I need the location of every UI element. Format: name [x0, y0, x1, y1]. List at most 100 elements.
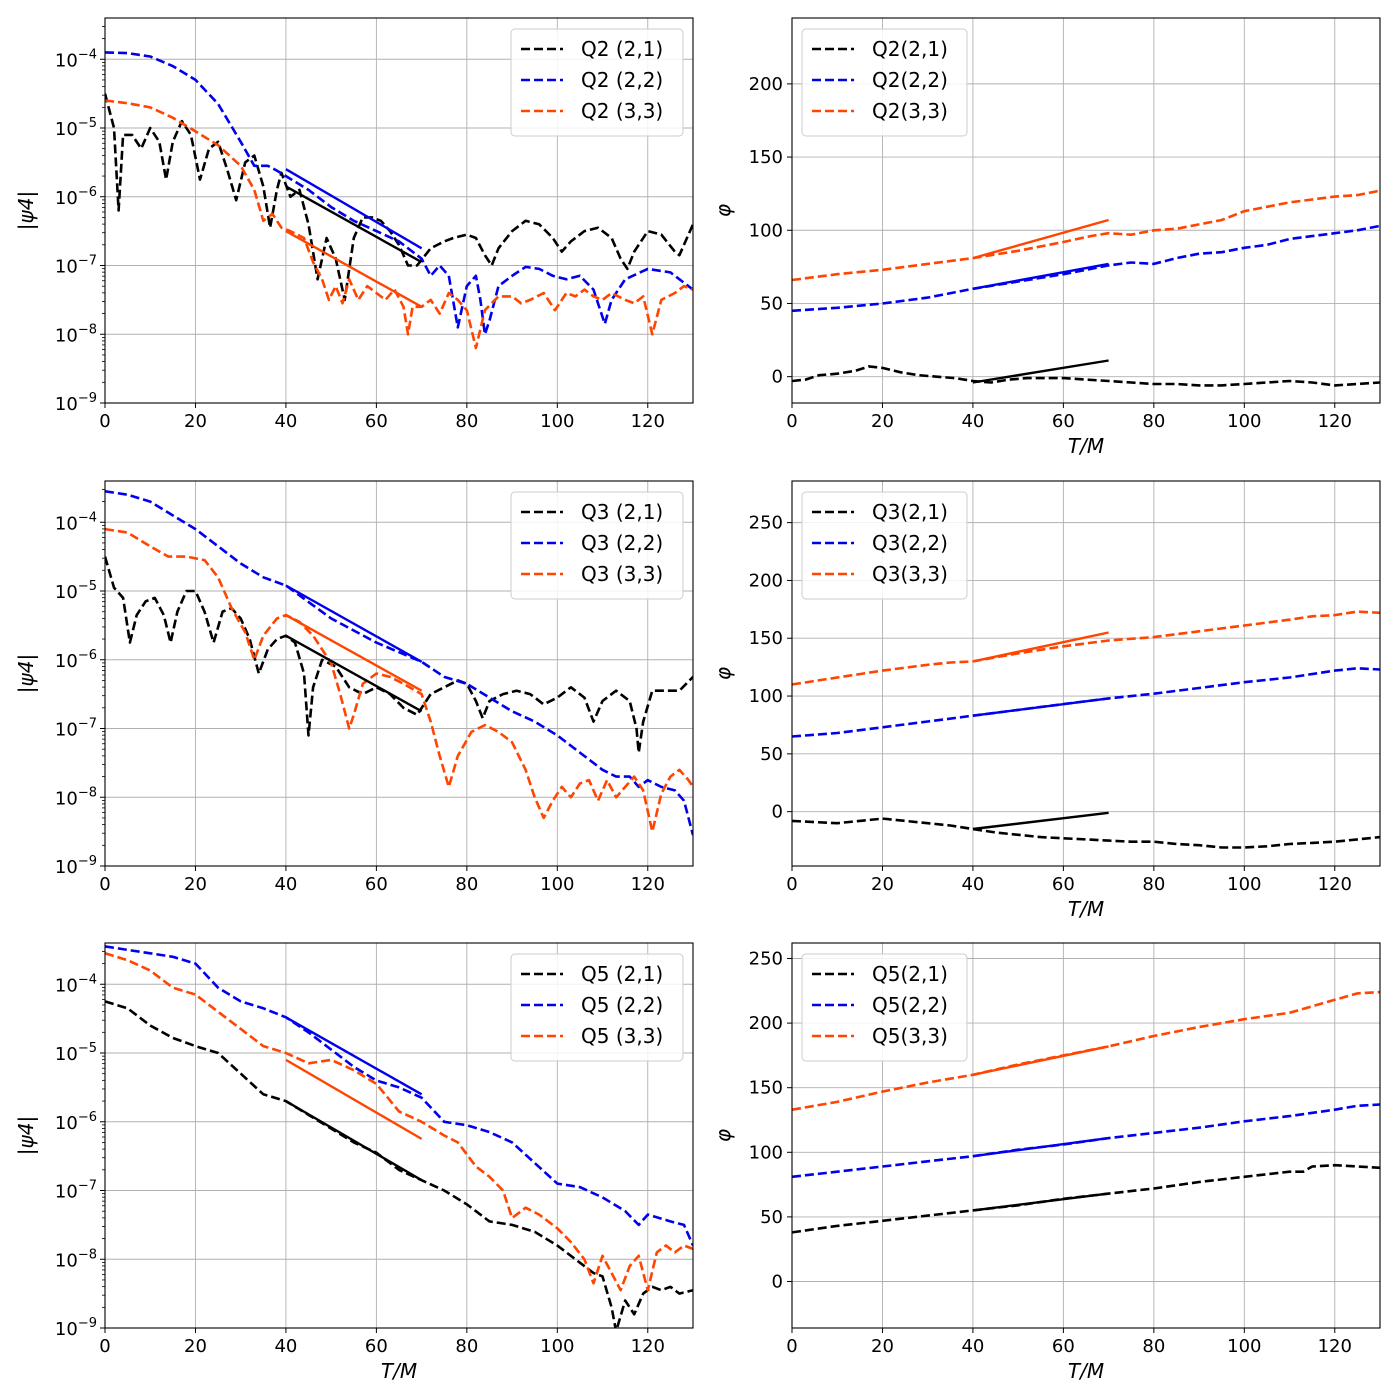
x-tick-label: 120: [1318, 874, 1352, 895]
chart-q5-phase: 0 20 40 60 80 100 120 0 50 100 150 200 250 φ T/M Q5(2,1…: [711, 942, 1381, 1383]
series-line: [792, 1163, 1380, 1234]
legend-label: Q5 (2,1): [581, 962, 663, 986]
y-tick-label: 200: [749, 1013, 783, 1034]
y-tick-label: 0: [772, 1271, 783, 1292]
x-tick-label: 60: [1052, 874, 1075, 895]
x-tick-label: 40: [961, 874, 984, 895]
legend-label: Q3(2,1): [872, 500, 948, 524]
y-axis-label: φ: [711, 204, 735, 217]
x-tick-label: 120: [631, 411, 665, 432]
legend: Q3(2,1) Q3(2,2) Q3(3,3): [801, 491, 968, 600]
y-tick-label: 10−8: [55, 1247, 97, 1271]
chart-q3-phase: 0 20 40 60 80 100 120 0 50 100 150 200 250 φ T/M Q3(2,1…: [711, 480, 1381, 921]
y-tick-label: 100: [749, 1142, 783, 1163]
y-tick-label: 250: [749, 513, 783, 534]
y-tick-label: 10−6: [55, 185, 97, 209]
legend-label: Q2 (2,2): [581, 68, 663, 92]
legend-label: Q5 (2,2): [581, 993, 663, 1017]
y-tick-label: 10−9: [55, 854, 97, 878]
legend: Q5 (2,1) Q5 (2,2) Q5 (3,3): [510, 953, 684, 1062]
legend-label: Q3(3,3): [872, 562, 948, 586]
fit-line: [285, 634, 423, 713]
y-axis-label: |ψ4|: [14, 654, 38, 693]
fit-line: [285, 1058, 423, 1140]
x-tick-label: 0: [786, 411, 797, 432]
axes-frame: [104, 17, 694, 404]
x-tick-label: 0: [99, 874, 110, 895]
axes-frame: [791, 480, 1381, 867]
x-tick-label: 100: [540, 1336, 574, 1357]
fit-line: [972, 697, 1109, 717]
x-axis-label: T/M: [1068, 1359, 1104, 1383]
fit-line: [285, 168, 423, 250]
legend-label: Q2(2,2): [872, 68, 948, 92]
plot-area: [105, 51, 693, 350]
y-tick-label: 10−9: [55, 1316, 97, 1340]
y-tick-label: 10−7: [55, 1179, 97, 1203]
fit-line: [972, 1045, 1109, 1076]
x-tick-label: 120: [1318, 411, 1352, 432]
series-line: [105, 945, 693, 1247]
legend-label: Q2 (3,3): [581, 99, 663, 123]
legend: Q2 (2,1) Q2 (2,2) Q2 (3,3): [510, 28, 684, 137]
x-tick-label: 0: [99, 411, 110, 432]
series-line: [105, 952, 693, 1292]
chart-q2-amp: 0 20 40 60 80 100 120 10−9 10−8 10−7 10−6 10−5 10−4 |…: [14, 17, 694, 432]
fit-line: [972, 1136, 1109, 1158]
x-tick-label: 100: [1227, 411, 1261, 432]
y-tick-label: 10−6: [55, 1110, 97, 1134]
x-tick-label: 0: [99, 1336, 110, 1357]
fit-line: [972, 262, 1109, 290]
x-axis-label: T/M: [381, 1359, 417, 1383]
x-tick-label: 60: [1052, 411, 1075, 432]
axes-frame: [104, 942, 694, 1329]
fit-line: [285, 614, 423, 692]
y-tick-label: 50: [760, 744, 783, 765]
series-line: [105, 527, 693, 833]
x-tick-label: 100: [1227, 1336, 1261, 1357]
series-line: [105, 51, 693, 336]
y-tick-label: 100: [749, 220, 783, 241]
x-tick-label: 40: [961, 1336, 984, 1357]
series-line: [792, 189, 1380, 282]
x-tick-label: 40: [961, 411, 984, 432]
y-tick-label: 10−7: [55, 254, 97, 278]
y-tick-label: 0: [772, 802, 783, 823]
x-tick-label: 100: [540, 874, 574, 895]
series-line: [792, 990, 1380, 1111]
axes-frame: [791, 17, 1381, 404]
axes-frame: [791, 942, 1381, 1329]
y-axis-label: |ψ4|: [14, 1116, 38, 1155]
y-tick-label: 150: [749, 628, 783, 649]
x-axis-label: T/M: [1068, 434, 1104, 458]
fit-line: [285, 185, 423, 264]
fit-line: [285, 230, 423, 308]
legend-box: [510, 491, 684, 600]
y-tick-label: 200: [749, 74, 783, 95]
series-line: [105, 556, 693, 754]
y-tick-label: 10−9: [55, 391, 97, 415]
legend-box: [510, 953, 684, 1062]
y-tick-label: 10−4: [55, 972, 97, 996]
y-tick-label: 10−8: [55, 785, 97, 809]
y-axis-label: |ψ4|: [14, 191, 38, 230]
legend-label: Q2 (2,1): [581, 37, 663, 61]
plot-area: [792, 990, 1380, 1234]
y-tick-label: 150: [749, 1078, 783, 1099]
fit-line: [972, 811, 1109, 831]
series-line: [105, 93, 693, 302]
series-line: [792, 610, 1380, 686]
y-tick-label: 100: [749, 686, 783, 707]
fit-line: [285, 1100, 423, 1182]
x-tick-label: 120: [631, 874, 665, 895]
legend-label: Q2(3,3): [872, 99, 948, 123]
x-tick-label: 60: [365, 874, 388, 895]
x-tick-label: 20: [871, 411, 894, 432]
legend: Q2(2,1) Q2(2,2) Q2(3,3): [801, 28, 968, 137]
y-tick-label: 150: [749, 147, 783, 168]
x-tick-label: 0: [786, 874, 797, 895]
legend-label: Q5(3,3): [872, 1024, 948, 1048]
y-tick-label: 50: [760, 293, 783, 314]
legend-label: Q5(2,2): [872, 993, 948, 1017]
